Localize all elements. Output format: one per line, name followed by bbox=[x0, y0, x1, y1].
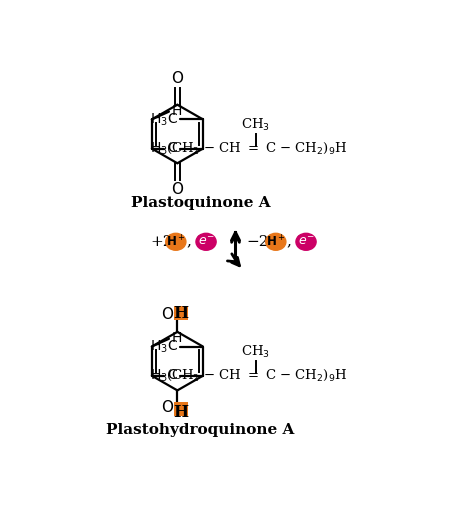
Text: +2: +2 bbox=[150, 235, 173, 249]
Text: Plastohydroquinone A: Plastohydroquinone A bbox=[106, 423, 295, 437]
Text: O: O bbox=[161, 307, 173, 322]
Text: $e^{-}$: $e^{-}$ bbox=[198, 235, 214, 248]
Text: , 2: , 2 bbox=[288, 235, 307, 249]
Text: H: H bbox=[171, 331, 182, 345]
Text: H$_3$C: H$_3$C bbox=[150, 140, 178, 157]
Text: −2: −2 bbox=[246, 235, 269, 249]
Text: , 2: , 2 bbox=[187, 235, 207, 249]
Text: O: O bbox=[171, 182, 183, 197]
Text: H$^+$: H$^+$ bbox=[166, 234, 185, 249]
Text: H$^+$: H$^+$ bbox=[266, 234, 286, 249]
FancyBboxPatch shape bbox=[174, 402, 188, 416]
Text: CH$_3$: CH$_3$ bbox=[241, 117, 270, 133]
Ellipse shape bbox=[266, 233, 286, 250]
Text: H: H bbox=[174, 305, 189, 322]
Ellipse shape bbox=[196, 233, 216, 250]
Text: (CH$_2$ $-$ CH $=$ C $-$ CH$_2$)$_9$H: (CH$_2$ $-$ CH $=$ C $-$ CH$_2$)$_9$H bbox=[166, 141, 347, 156]
Text: O: O bbox=[171, 71, 183, 86]
Text: $e^{-}$: $e^{-}$ bbox=[298, 235, 314, 248]
Ellipse shape bbox=[296, 233, 316, 250]
Text: H$_3$C: H$_3$C bbox=[150, 368, 178, 384]
Text: Plastoquinone A: Plastoquinone A bbox=[131, 196, 270, 209]
Text: O: O bbox=[161, 400, 173, 415]
Text: H: H bbox=[174, 404, 189, 421]
Text: (CH$_2$ $-$ CH $=$ C $-$ CH$_2$)$_9$H: (CH$_2$ $-$ CH $=$ C $-$ CH$_2$)$_9$H bbox=[166, 368, 347, 383]
Ellipse shape bbox=[166, 233, 186, 250]
Text: CH$_3$: CH$_3$ bbox=[241, 344, 270, 360]
Text: H$_3$C: H$_3$C bbox=[150, 111, 178, 128]
FancyBboxPatch shape bbox=[174, 306, 188, 320]
Text: H$_3$C: H$_3$C bbox=[150, 338, 178, 355]
Text: H: H bbox=[171, 104, 182, 118]
